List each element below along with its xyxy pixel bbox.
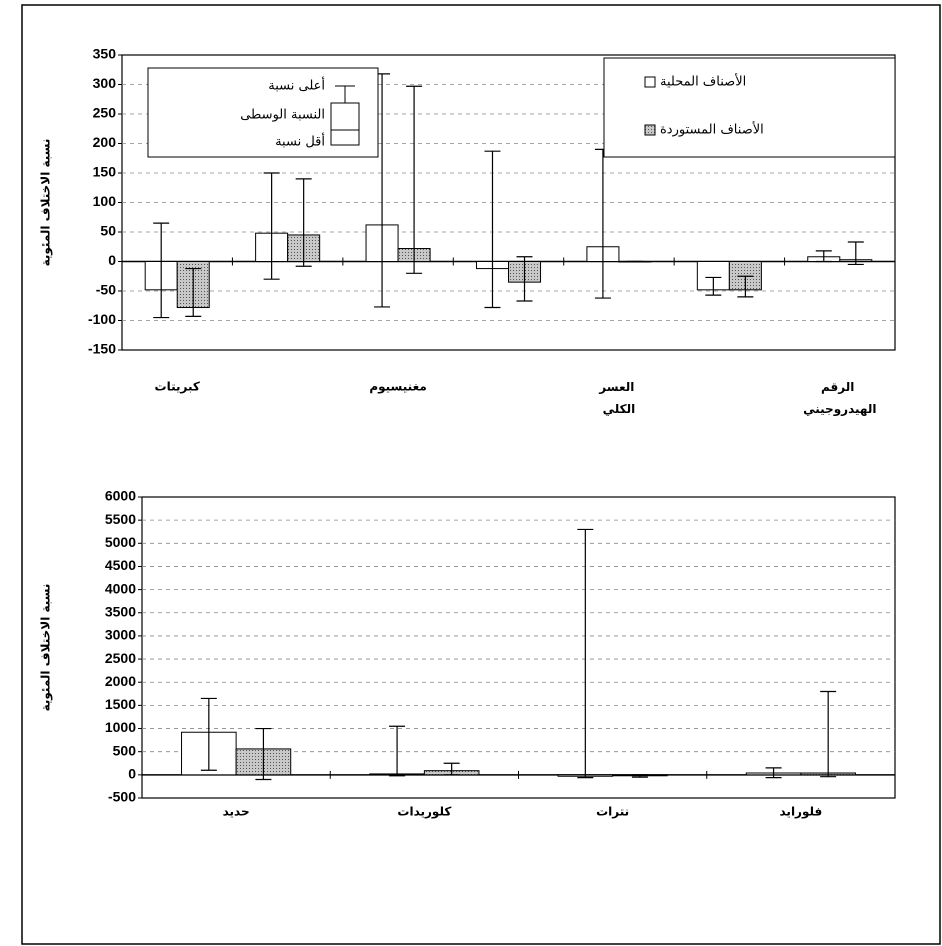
y-tick-label: -500 <box>108 789 136 805</box>
legend-label: الأصناف المستوردة <box>660 121 764 138</box>
legend-box <box>603 57 896 158</box>
y-tick-label: 150 <box>93 164 117 180</box>
error-bar <box>263 172 280 280</box>
x-tick-label: حديد <box>223 805 250 819</box>
error-bar <box>255 727 272 781</box>
error-bar <box>847 241 864 266</box>
legend-label: الأصناف المحلية <box>660 73 746 90</box>
y-tick-label: 0 <box>128 766 136 782</box>
y-tick-label: 1500 <box>105 696 136 712</box>
error-bar <box>484 150 501 309</box>
y-tick-label: 250 <box>93 105 117 121</box>
y-tick-label: 5500 <box>105 511 136 527</box>
y-tick-label: 350 <box>93 46 117 62</box>
y-tick-label: 5000 <box>105 534 136 550</box>
y-tick-label: 3500 <box>105 603 136 619</box>
legend-median-label: النسبة الوسطى <box>240 108 325 123</box>
y-tick-label: -50 <box>96 282 116 298</box>
legend-high: أعلى نسبة <box>268 77 325 94</box>
x-tick-label: كلوريدات <box>397 805 451 820</box>
frame <box>21 4 941 945</box>
x-tick-label: العسر الكلي <box>598 380 638 416</box>
y-tick-label: 2500 <box>105 650 136 666</box>
error-bar <box>815 250 832 263</box>
y-axis-label: نسبة الاختلاف المئوية <box>39 139 54 267</box>
error-bar <box>577 528 594 779</box>
y-tick-label: 100 <box>93 193 117 209</box>
y-tick-label: 6000 <box>105 488 136 504</box>
y-tick-label: -100 <box>88 311 116 327</box>
y-tick-label: 50 <box>100 223 116 239</box>
error-bar <box>737 275 754 298</box>
y-tick-label: 500 <box>113 742 137 758</box>
error-bar <box>153 222 170 319</box>
y-tick-label: 300 <box>93 75 117 91</box>
error-bar <box>705 276 722 296</box>
y-axis-label: نسبة الاختلاف المئوية <box>39 584 54 712</box>
legend-swatch <box>644 76 656 88</box>
x-tick-label: فلوراید <box>780 805 823 820</box>
y-tick-label: 1000 <box>105 719 136 735</box>
error-bar <box>443 762 460 776</box>
y-tick-label: 4500 <box>105 557 136 573</box>
error-bar <box>389 725 406 777</box>
error-bar <box>820 690 837 778</box>
y-tick-label: 0 <box>108 252 116 268</box>
x-tick-label: مغنيسيوم <box>369 380 426 395</box>
y-tick-label: 3000 <box>105 627 136 643</box>
y-tick-label: 2000 <box>105 673 136 689</box>
x-tick-label: نترات <box>596 805 629 819</box>
error-bar <box>516 256 533 302</box>
error-bar <box>185 267 202 317</box>
y-tick-label: 4000 <box>105 580 136 596</box>
legend-box-symbol <box>330 102 360 146</box>
error-bar <box>406 85 423 274</box>
error-bar <box>295 178 312 267</box>
error-bar <box>765 767 782 779</box>
y-tick-label: 200 <box>93 134 117 150</box>
error-bar <box>200 697 217 771</box>
legend-low: أقل نسبة <box>275 133 325 150</box>
error-bar <box>631 774 648 778</box>
plot-area <box>141 496 896 799</box>
x-tick-label: كبريتات <box>155 380 200 394</box>
y-tick-label: -150 <box>88 341 116 357</box>
x-tick-label: الرقم الهيدروجيني <box>803 380 876 417</box>
legend-swatch <box>644 124 656 136</box>
